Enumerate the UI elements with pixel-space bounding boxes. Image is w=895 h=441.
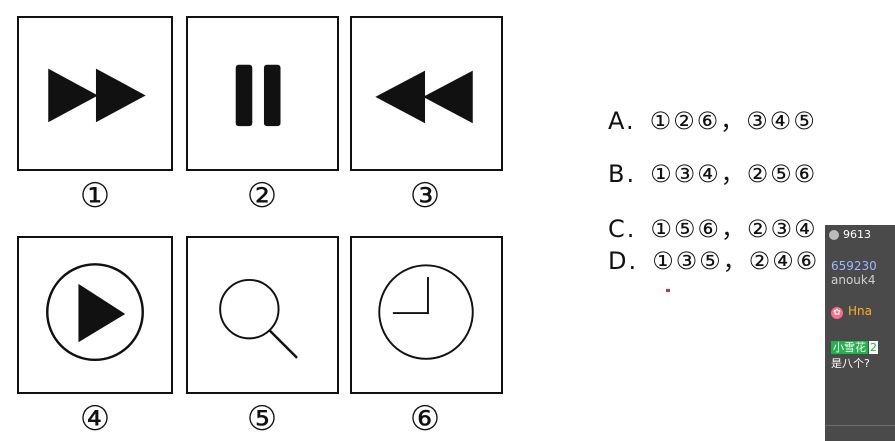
clock-icon [378,264,474,360]
option-d[interactable]: D. ①③⑤，②④⑥ [608,246,819,276]
magnifier-icon [219,278,298,359]
figure-2-box [186,16,339,171]
option-a-text: ①②⑥，③④⑤ [649,107,817,135]
figure-6-number: ⑥ [409,399,441,439]
option-d-letter: D. [608,247,639,275]
option-a-letter: A. [608,107,636,135]
figure-3-number: ③ [409,176,441,216]
figure-2-number: ② [246,176,278,216]
rewind-icon [375,70,473,124]
figure-5-number: ⑤ [246,399,278,439]
figure-3-box [350,16,503,171]
figure-6-box [350,236,503,394]
figure-4-box [17,236,173,394]
play-circle-icon [46,263,144,362]
figure-1-box [17,16,173,171]
option-d-text: ①③⑤，②④⑥ [652,247,820,275]
fan-badge-icon: ✿ [831,307,843,319]
option-a[interactable]: A. ①②⑥，③④⑤ [608,106,817,136]
option-b-letter: B. [608,160,637,188]
red-dot-mark [666,289,670,292]
option-c-text: ①⑤⑥，②③④ [650,215,818,243]
option-b[interactable]: B. ①③④，②⑤⑥ [608,159,817,189]
user-level-tag: 2 [869,341,878,354]
option-c[interactable]: C. ①⑤⑥，②③④ [608,214,817,244]
chat-divider [825,425,895,426]
chat-message: 是八个? [831,357,870,370]
chat-line: anouk4 [831,273,876,287]
option-b-text: ①③④，②⑤⑥ [650,160,818,188]
chat-overlay[interactable]: 9613 659230 anouk4 ✿ Hna 小雪花 2 是八个? [825,225,895,441]
figure-5-box [186,236,339,394]
chat-header-count: 9613 [843,228,871,241]
chat-user-tags: 小雪花 2 [831,339,878,355]
user-icon [829,230,839,240]
figure-1-number: ① [79,176,111,216]
option-c-letter: C. [608,215,637,243]
pause-icon [235,64,281,127]
fast-forward-icon [48,68,146,123]
figure-4-number: ④ [79,399,111,439]
chat-line: 659230 [831,259,877,273]
chat-header: 9613 [825,225,895,245]
chat-line-highlight: ✿ Hna [831,304,872,319]
user-tag: 小雪花 [831,341,868,354]
chat-username: Hna [848,304,872,318]
